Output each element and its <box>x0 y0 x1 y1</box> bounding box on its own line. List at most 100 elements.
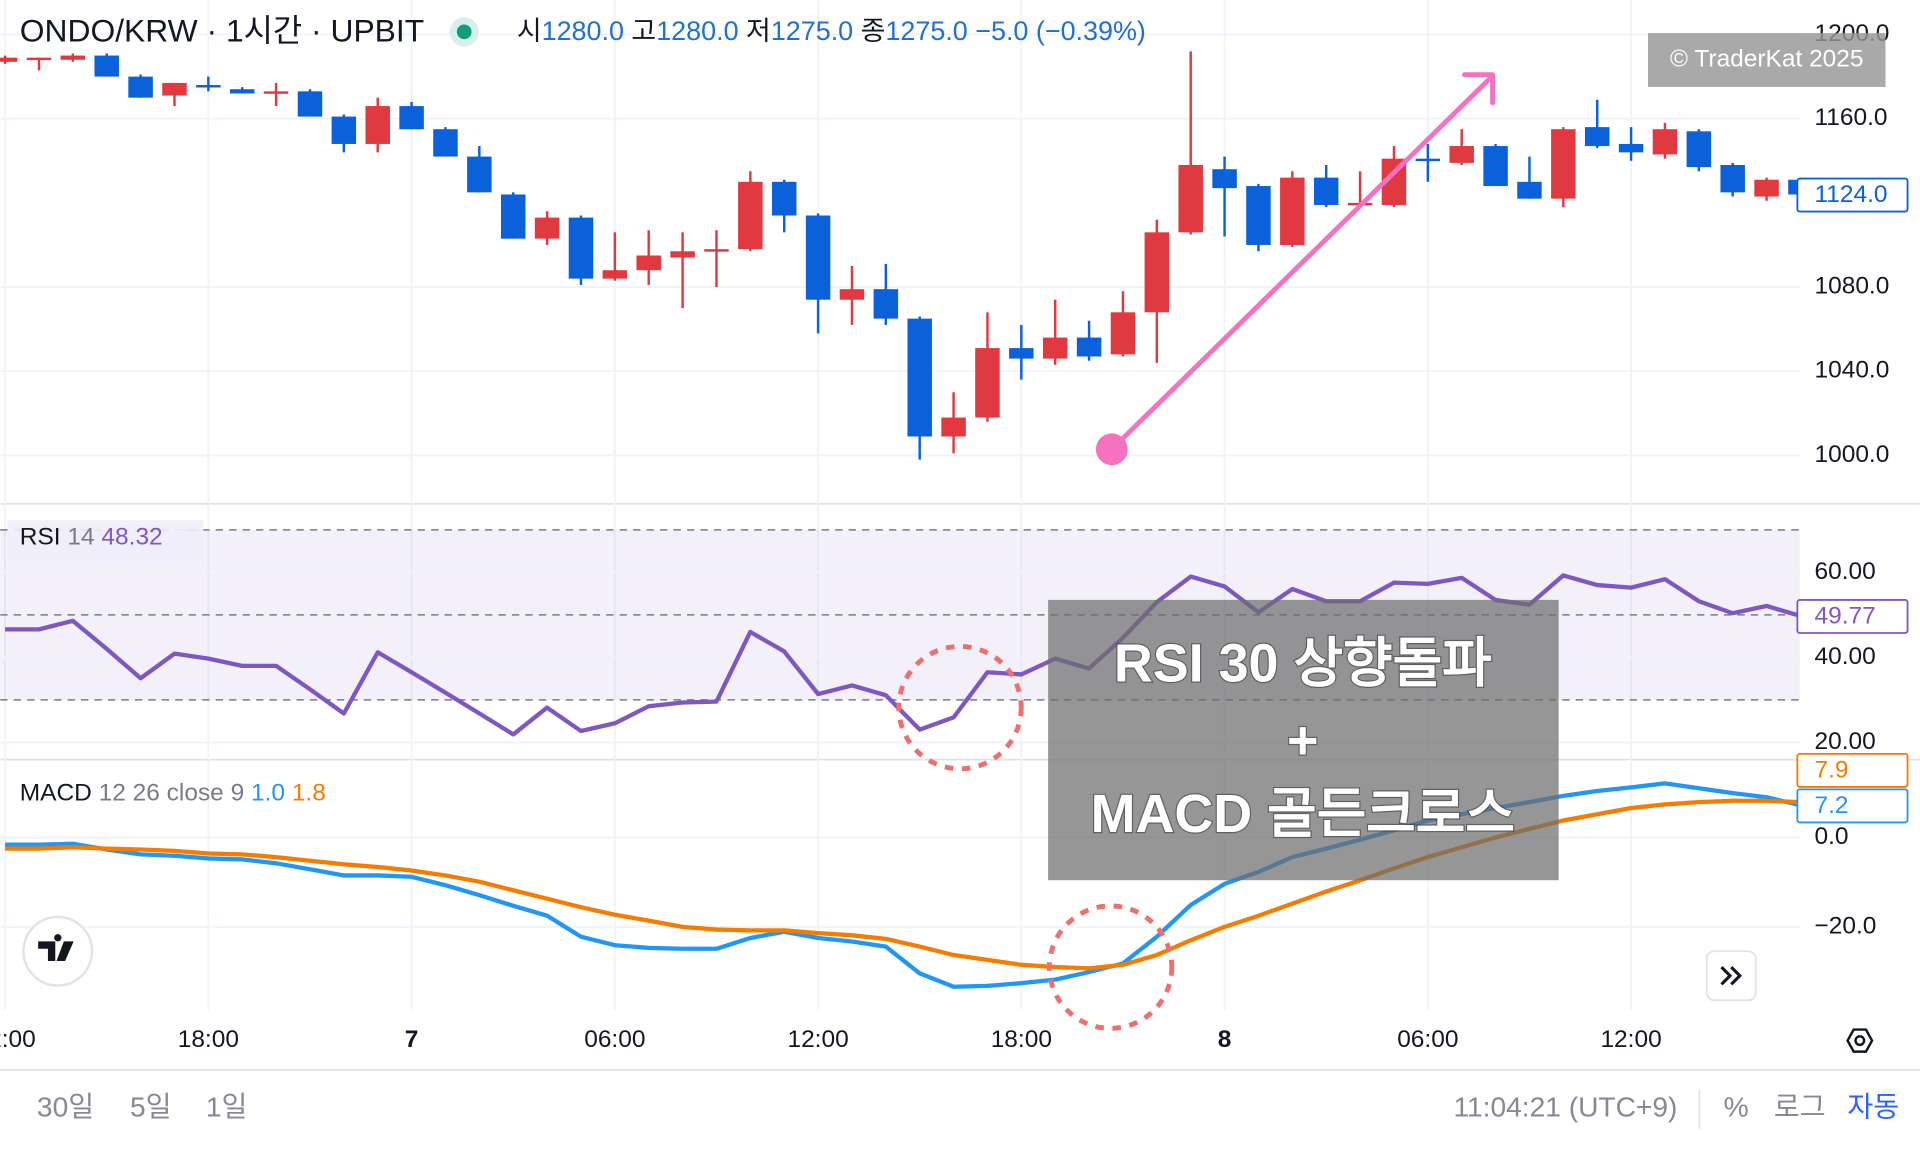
plot-layer: 12:00 18:00 7 06:00 12:00 18:00 8 06:00 12:00 100… <box>0 20 1909 1053</box>
x-tick-label: 7 <box>405 1026 419 1053</box>
indicator-legend: RSI 14 48.32 <box>20 524 163 551</box>
legend-title: MACD <box>20 780 92 807</box>
highlight-circle <box>1046 903 1175 1031</box>
x-tick-label: 06:00 <box>1397 1026 1458 1053</box>
candle-body <box>94 55 119 77</box>
candle-body <box>839 289 865 300</box>
candle-body <box>128 76 153 98</box>
ohlc-key: 시 <box>517 16 542 46</box>
candle-body <box>297 91 323 117</box>
logo-icon <box>38 934 74 962</box>
candle-body <box>941 417 966 437</box>
overlay-layer: RSI 30 상향돌파 + MACD 골든크로스 © TraderKat 202… <box>0 12 1920 1129</box>
candle-body <box>1246 186 1271 245</box>
range-button[interactable]: 5일 <box>130 1092 172 1123</box>
ohlc-key: 저 <box>746 16 771 46</box>
ohlc-value: 1275.0 <box>771 16 853 46</box>
range-button[interactable]: 1일 <box>206 1092 248 1123</box>
candle-body <box>1517 181 1542 199</box>
candle-body <box>1212 169 1237 189</box>
legend-title: RSI <box>20 524 61 551</box>
candle-body <box>1042 337 1068 359</box>
clock: 11:04:21 (UTC+9) <box>1453 1092 1677 1123</box>
ohlc-legend: 시1280.0 고1280.0 저1275.0 종1275.0 −5.0 (−0… <box>517 16 1146 46</box>
candle-body <box>771 181 797 216</box>
ohlc-key: 종 <box>861 16 886 46</box>
arrow-head <box>1461 72 1495 106</box>
legend-params: 14 <box>67 524 94 551</box>
candle-body <box>907 318 932 437</box>
y-tick-label: 1080.0 <box>1815 273 1890 300</box>
watermark: © TraderKat 2025 <box>1670 45 1864 72</box>
y-tick-label: 1000.0 <box>1815 441 1890 468</box>
status-dot <box>456 24 472 40</box>
candle-body <box>229 89 255 94</box>
last-value-label-box <box>1796 599 1909 634</box>
range-button[interactable]: 30일 <box>37 1092 94 1123</box>
x-tick-label: 18:00 <box>991 1026 1052 1053</box>
legend-params: 12 26 close 9 <box>99 780 245 807</box>
candle-body <box>433 129 458 157</box>
settings-button[interactable] <box>1846 1028 1874 1053</box>
y-tick-label: 0.0 <box>1815 823 1849 850</box>
candle-body <box>670 251 695 258</box>
candle-body <box>534 217 560 239</box>
candle-body <box>26 57 52 61</box>
candle-body <box>1110 312 1136 355</box>
trend-arrow <box>1109 74 1494 452</box>
candle-body <box>805 215 831 300</box>
candle-body <box>500 194 526 239</box>
candle-body <box>1280 177 1305 245</box>
candle-body <box>704 249 729 252</box>
legend-value: 48.32 <box>101 524 162 551</box>
y-tick-label: −20.0 <box>1815 912 1877 939</box>
candle-body <box>162 82 187 96</box>
x-tick-label: 12:00 <box>0 1026 36 1053</box>
candle-body <box>602 270 628 279</box>
last-value-label: 7.9 <box>1815 756 1849 783</box>
x-tick-label: 12:00 <box>787 1026 848 1053</box>
watermark-box <box>1648 33 1886 87</box>
x-tick-label: 12:00 <box>1600 1026 1661 1053</box>
last-value-label: 49.77 <box>1815 603 1876 630</box>
symbol-title: ONDO/KRW · 1시간 · UPBIT <box>20 12 424 48</box>
y-tick-label: 60.00 <box>1815 558 1876 585</box>
candle-body <box>1449 146 1474 163</box>
log-toggle[interactable]: 로그 <box>1774 1092 1826 1123</box>
x-tick-label: 06:00 <box>584 1026 645 1053</box>
scroll-icon <box>1720 966 1742 986</box>
y-tick-label: 1040.0 <box>1815 357 1890 384</box>
y-tick-label: 40.00 <box>1815 643 1876 670</box>
candle-body <box>1551 129 1576 199</box>
candle-body <box>1686 131 1712 168</box>
legend-value: 1.0 <box>251 780 285 807</box>
y-tick-label: 20.00 <box>1815 728 1876 755</box>
annotation-box <box>1048 599 1559 881</box>
y-tick-label: 1160.0 <box>1815 104 1888 131</box>
candle-body <box>1584 127 1610 147</box>
ohlc-value: 1280.0 <box>542 16 624 46</box>
percent-toggle[interactable]: % <box>1724 1092 1749 1123</box>
indicator-legend: MACD 12 26 close 9 1.0 1.8 <box>20 780 326 807</box>
candle-body <box>196 85 221 88</box>
candle-body <box>636 255 661 271</box>
candle-body <box>60 55 86 60</box>
candle-body <box>1652 129 1678 155</box>
candle-body <box>1178 164 1203 233</box>
highlight-circle <box>896 643 1024 772</box>
logo-button[interactable] <box>22 915 94 987</box>
candle-body <box>1415 158 1441 162</box>
candle-body <box>331 116 357 144</box>
candle-body <box>1618 143 1644 153</box>
legend-box <box>7 520 204 560</box>
candle-body <box>1313 177 1339 205</box>
auto-toggle[interactable]: 자동 <box>1847 1092 1899 1123</box>
candle-body <box>1754 179 1779 197</box>
candle-body <box>1720 164 1745 193</box>
candle-body <box>568 217 594 279</box>
candle-body <box>365 106 390 144</box>
ohlc-value: 1275.0 <box>885 16 967 46</box>
arrow-origin <box>1095 433 1128 466</box>
